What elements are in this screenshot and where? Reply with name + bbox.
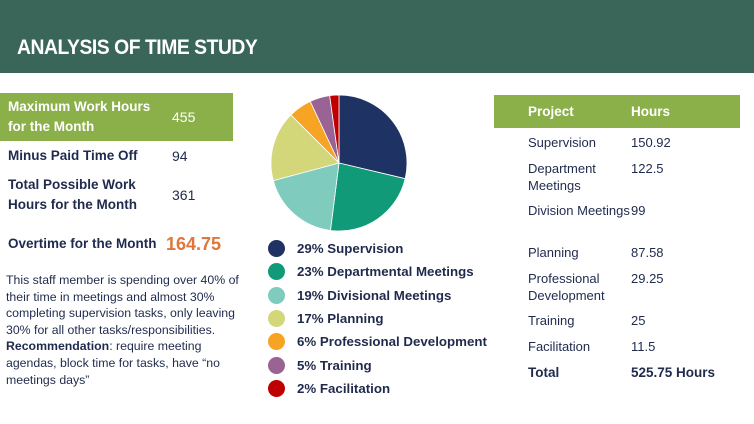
project-hours: 11.5 xyxy=(631,339,656,354)
pie-slice xyxy=(329,94,340,164)
legend-dot-icon xyxy=(268,310,285,328)
stat-label: Minus Paid Time Off xyxy=(8,148,138,163)
project-name: Planning xyxy=(528,245,579,260)
project-name: Department Meetings xyxy=(528,161,596,193)
project-hours: 29.25 xyxy=(631,271,664,286)
total-hours: 525.75 Hours xyxy=(631,365,716,380)
stats-table: Maximum Work Hours for the Month 455 Min… xyxy=(0,93,233,269)
pie-slice xyxy=(330,162,406,232)
stat-row-overtime: Overtime for the Month 164.75 xyxy=(0,219,233,269)
project-hours: 122.5 xyxy=(631,161,664,176)
note-text: This staff member is spending over 40% o… xyxy=(6,273,239,337)
legend-label: 29% Supervision xyxy=(297,241,404,257)
legend-dot-icon xyxy=(268,263,285,281)
recommendation-text: : require meeting agendas, block time fo… xyxy=(6,339,220,387)
stat-label: Overtime for the Month xyxy=(8,236,157,251)
stat-value: 455 xyxy=(172,109,196,125)
table-row: Division Meetings 99 xyxy=(494,196,740,238)
legend-label: 17% Planning xyxy=(297,311,384,327)
analysis-note: This staff member is spending over 40% o… xyxy=(6,272,246,388)
legend-item: 29% Supervision xyxy=(268,237,487,260)
total-label: Total xyxy=(528,365,560,380)
legend-label: 5% Training xyxy=(297,357,372,373)
project-hours: 150.92 xyxy=(631,135,671,150)
stat-value: 361 xyxy=(172,187,196,203)
page-title: ANALYSIS OF TIME STUDY xyxy=(17,36,258,59)
legend-item: 17% Planning xyxy=(268,307,487,330)
legend-item: 19% Divisional Meetings xyxy=(268,284,487,307)
table-row: Training 25 xyxy=(494,306,740,332)
project-hours: 99 xyxy=(631,203,646,218)
time-pie-chart xyxy=(270,94,408,232)
table-row: Planning 87.58 xyxy=(494,238,740,264)
pie-slice xyxy=(270,114,340,182)
table-row: Supervision 150.92 xyxy=(494,128,740,154)
table-header: Project Hours xyxy=(494,95,740,128)
legend-item: 2% Facilitation xyxy=(268,377,487,400)
header-project: Project xyxy=(528,104,574,119)
legend-item: 6% Professional Development xyxy=(268,330,487,353)
legend-dot-icon xyxy=(268,379,285,397)
stat-label: Maximum Work Hours for the Month xyxy=(8,99,151,134)
total-row: Total 525.75 Hours xyxy=(494,358,740,386)
project-hours: 25 xyxy=(631,313,646,328)
table-row: Professional Development 29.25 xyxy=(494,264,740,306)
stat-row-total-possible: Total Possible Work Hours for the Month … xyxy=(0,171,233,219)
project-name: Division Meetings xyxy=(528,203,630,218)
legend-label: 23% Departmental Meetings xyxy=(297,264,474,280)
project-hours: 87.58 xyxy=(631,245,664,260)
header-banner: ANALYSIS OF TIME STUDY xyxy=(0,0,754,73)
stat-value: 94 xyxy=(172,148,188,164)
recommendation-label: Recommendation xyxy=(6,339,110,354)
project-name: Facilitation xyxy=(528,339,591,354)
legend-dot-icon xyxy=(268,356,285,374)
legend-dot-icon xyxy=(268,240,285,258)
stat-label: Total Possible Work Hours for the Month xyxy=(8,177,137,212)
project-name: Training xyxy=(528,313,575,328)
legend-label: 19% Divisional Meetings xyxy=(297,287,452,303)
legend-label: 2% Facilitation xyxy=(297,380,391,396)
legend-item: 5% Training xyxy=(268,353,487,376)
table-row: Department Meetings 122.5 xyxy=(494,154,740,196)
project-name: Supervision xyxy=(528,135,596,150)
table-row: Facilitation 11.5 xyxy=(494,332,740,358)
overtime-value: 164.75 xyxy=(166,233,222,254)
stat-row-pto: Minus Paid Time Off 94 xyxy=(0,141,233,171)
project-name: Professional Development xyxy=(528,271,605,303)
legend-label: 6% Professional Development xyxy=(297,334,487,350)
stat-row-max-hours: Maximum Work Hours for the Month 455 xyxy=(0,93,233,141)
legend-dot-icon xyxy=(268,333,285,351)
pie-slice xyxy=(338,94,408,180)
legend-dot-icon xyxy=(268,286,285,304)
pie-slice xyxy=(272,162,340,231)
header-hours: Hours xyxy=(631,104,671,119)
pie-legend: 29% Supervision 23% Departmental Meetings… xyxy=(268,237,487,400)
project-hours-table: Project Hours Supervision 150.92 Departmen… xyxy=(494,95,740,386)
legend-item: 23% Departmental Meetings xyxy=(268,260,487,283)
